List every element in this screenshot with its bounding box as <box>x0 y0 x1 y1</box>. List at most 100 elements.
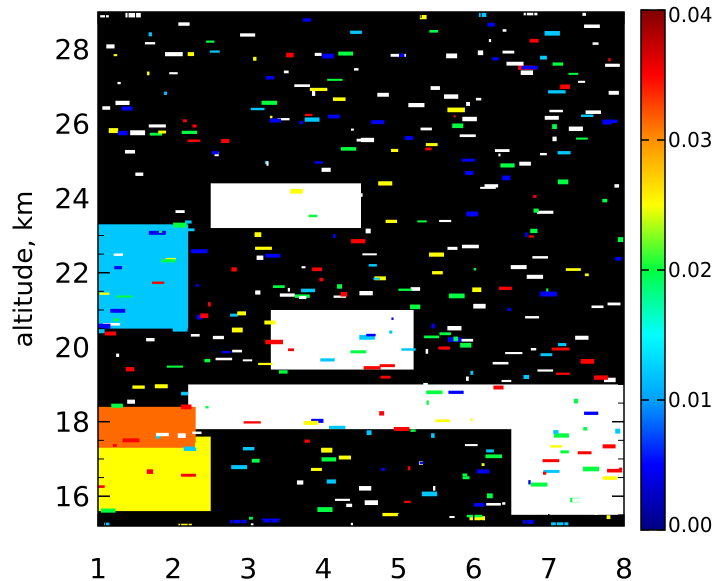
heatmap-speckle <box>264 253 281 258</box>
heatmap-speckle <box>576 137 588 140</box>
heatmap-speckle <box>487 22 495 27</box>
heatmap-speckle <box>211 151 219 155</box>
heatmap-speckle <box>379 411 385 416</box>
x-tick-label: 3 <box>239 552 257 581</box>
heatmap-speckle <box>557 151 571 155</box>
heatmap-speckle <box>359 486 372 491</box>
heatmap-speckle <box>365 228 371 234</box>
heatmap-speckle <box>391 317 394 320</box>
heatmap-speckle <box>332 97 346 101</box>
heatmap-speckles <box>98 12 624 526</box>
heatmap-speckle <box>568 72 579 75</box>
heatmap-speckle <box>311 418 324 423</box>
heatmap-speckle <box>158 130 167 134</box>
heatmap-speckle <box>548 90 566 94</box>
x-axis: 1 2 3 4 5 6 7 8 <box>89 12 633 581</box>
heatmap-speckle <box>439 219 452 223</box>
heatmap-speckle <box>373 277 380 280</box>
heatmap-speckle <box>447 246 458 250</box>
heatmap-speckle <box>158 230 163 233</box>
heatmap-speckle <box>602 198 608 203</box>
heatmap-speckle <box>552 136 557 142</box>
heatmap-speckle <box>500 163 515 168</box>
heatmap-speckle <box>486 502 501 506</box>
heatmap-speckle <box>453 115 456 118</box>
heatmap-speckle <box>256 255 264 260</box>
heatmap-speckle <box>410 304 421 310</box>
heatmap-speckle <box>309 87 328 91</box>
heatmap-speckle <box>283 70 289 74</box>
heatmap-speckle <box>350 128 354 131</box>
heatmap-speckle <box>178 22 190 26</box>
heatmap-speckle <box>195 284 200 287</box>
heatmap-speckle <box>177 433 186 438</box>
heatmap-speckle <box>407 466 411 471</box>
heatmap-speckle <box>425 147 432 151</box>
heatmap-speckle <box>421 491 438 497</box>
heatmap-speckle <box>470 370 474 375</box>
heatmap-speckle <box>606 515 611 520</box>
heatmap-speckle <box>530 228 538 234</box>
heatmap-speckle <box>350 350 367 354</box>
heatmap-speckle <box>350 30 362 34</box>
heatmap-speckle <box>212 335 224 340</box>
heatmap-speckle <box>155 433 161 439</box>
heatmap-speckle <box>604 423 617 428</box>
heatmap-speckle <box>431 323 435 329</box>
heatmap-speckle <box>477 50 484 56</box>
heatmap-speckle <box>118 233 131 236</box>
heatmap-speckle <box>108 128 119 134</box>
heatmap-speckle <box>553 433 569 438</box>
heatmap-speckle <box>173 222 187 228</box>
heatmap-speckle <box>481 463 485 467</box>
heatmap-speckle <box>118 241 132 245</box>
heatmap-speckle <box>460 342 472 348</box>
heatmap-speckle <box>319 277 324 282</box>
heatmap-speckle <box>135 172 144 176</box>
heatmap-speckle <box>178 523 192 526</box>
heatmap-speckle <box>516 463 520 468</box>
heatmap-region-3 <box>98 224 189 329</box>
x-tick-label: 6 <box>465 552 483 581</box>
heatmap-speckle <box>617 237 624 243</box>
heatmap-speckle <box>552 62 564 66</box>
heatmap-speckle <box>185 220 192 224</box>
heatmap-speckle <box>428 416 436 421</box>
heatmap-speckle <box>278 370 288 374</box>
colorbar-ticks: 0.00 0.01 0.02 0.03 0.04 <box>641 3 713 537</box>
heatmap-speckle <box>117 131 128 136</box>
heatmap-speckle <box>448 293 465 299</box>
heatmap-speckle <box>551 347 570 351</box>
heatmap-speckle <box>172 326 188 332</box>
heatmap-speckle <box>444 94 459 99</box>
heatmap-speckle <box>104 522 110 526</box>
heatmap-speckle <box>584 273 589 277</box>
heatmap-speckle <box>322 53 334 59</box>
heatmap-speckle <box>200 313 209 319</box>
heatmap-speckle <box>284 189 290 194</box>
heatmap-speckle <box>294 205 312 210</box>
heatmap-speckle <box>356 138 371 142</box>
heatmap-speckle <box>530 482 548 487</box>
heatmap-speckle <box>132 385 145 389</box>
heatmap-speckle <box>459 134 476 138</box>
heatmap-speckle <box>114 266 122 270</box>
heatmap-speckle <box>466 211 479 217</box>
heatmap-speckle <box>602 476 618 480</box>
heatmap-speckle <box>161 259 176 263</box>
heatmap-speckle <box>544 115 559 120</box>
heatmap-speckle <box>232 349 242 353</box>
heatmap-speckle <box>417 220 427 223</box>
heatmap-speckle <box>602 464 619 469</box>
heatmap-speckle <box>144 42 156 45</box>
heatmap-speckle <box>529 38 539 43</box>
heatmap-speckle <box>333 295 347 298</box>
heatmap-speckle <box>209 50 220 53</box>
heatmap-speckle <box>568 126 583 132</box>
heatmap-speckle <box>573 398 579 404</box>
heatmap-speckle <box>181 130 198 134</box>
heatmap-speckle <box>480 186 496 189</box>
heatmap-speckle <box>615 257 622 261</box>
heatmap-speckle <box>391 408 409 412</box>
heatmap-speckle <box>558 343 567 347</box>
